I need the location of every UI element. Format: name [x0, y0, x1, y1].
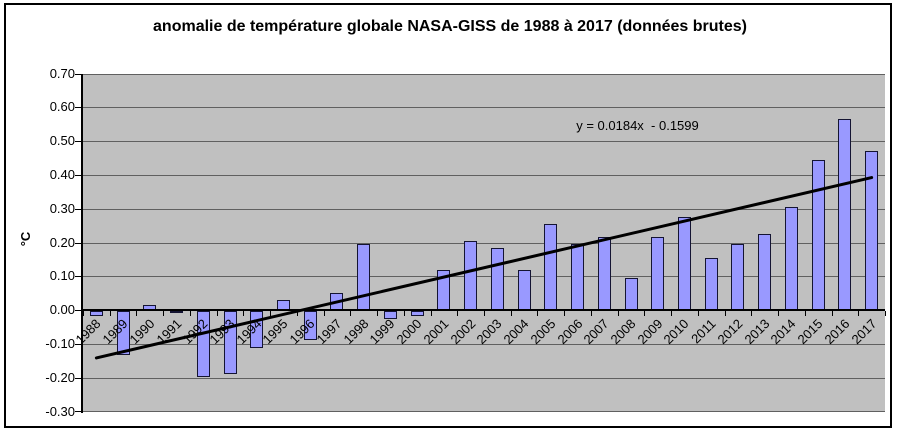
x-axis-tick [350, 311, 351, 316]
y-axis-tick [75, 209, 81, 210]
x-axis-tick [751, 311, 752, 316]
gridline [83, 74, 885, 75]
bar-1992 [197, 311, 210, 377]
y-axis-tick-label: 0.70 [49, 66, 75, 81]
plot-area: 1988 1989 1990 1991 1992 1993 1994 1995 1996 1997… [73, 74, 886, 412]
y-axis-tick-label: 0.30 [49, 201, 75, 216]
y-axis-tick-label: 0.40 [49, 167, 75, 182]
x-axis-tick [671, 311, 672, 316]
x-axis-tick [270, 311, 271, 316]
bar-1989 [117, 311, 130, 355]
x-axis-tick [885, 311, 886, 316]
y-axis-tick [75, 411, 81, 412]
y-axis-tick [75, 243, 81, 244]
x-axis-tick [243, 311, 244, 316]
trendline [94, 176, 874, 360]
x-axis-tick [136, 311, 137, 316]
y-axis-tick [75, 310, 81, 311]
x-axis-tick [377, 311, 378, 316]
x-axis-tick [404, 311, 405, 316]
bar-1996 [304, 311, 317, 340]
trendline-segment [94, 176, 874, 360]
x-axis-tick [297, 311, 298, 316]
y-axis-tick [75, 378, 81, 379]
x-axis-tick [457, 311, 458, 316]
y-axis-tick-label: -0.20 [45, 370, 75, 385]
bar-1988 [90, 311, 103, 316]
bar-1991 [170, 311, 183, 313]
gridline [83, 243, 885, 244]
x-axis-tick [805, 311, 806, 316]
x-axis-tick [83, 311, 84, 316]
y-axis-tick [75, 276, 81, 277]
y-axis-tick-label: -0.10 [45, 336, 75, 351]
x-axis-tick [832, 311, 833, 316]
x-axis-tick [537, 311, 538, 316]
y-axis-tick-label: 0.50 [49, 133, 75, 148]
x-axis-tick [591, 311, 592, 316]
x-axis-tick [431, 311, 432, 316]
gridline [83, 107, 885, 108]
gridline [83, 209, 885, 210]
gridline [83, 344, 885, 345]
gridline [83, 276, 885, 277]
y-axis-tick-label: 0.00 [49, 302, 75, 317]
y-axis-line [81, 74, 83, 413]
y-axis-tick-label: 0.20 [49, 235, 75, 250]
x-axis-tick [484, 311, 485, 316]
chart-title: anomalie de température globale NASA-GIS… [153, 18, 747, 35]
y-axis-tick [75, 344, 81, 345]
trendline-equation: y = 0.0184x - 0.1599 [576, 118, 699, 133]
gridline [83, 378, 885, 379]
x-axis-tick [511, 311, 512, 316]
y-axis-tick-label: -0.30 [45, 404, 75, 419]
gridline [83, 141, 885, 142]
y-axis-tick [75, 175, 81, 176]
x-axis-tick [217, 311, 218, 316]
y-axis-tick-label: 0.10 [49, 268, 75, 283]
gridline [83, 175, 885, 176]
x-axis-tick [324, 311, 325, 316]
x-axis-tick [110, 311, 111, 316]
x-axis-tick [163, 311, 164, 316]
x-axis-tick [564, 311, 565, 316]
x-axis-tick [858, 311, 859, 316]
y-axis-tick [75, 107, 81, 108]
bar-1999 [384, 311, 397, 319]
y-axis-tick [75, 74, 81, 75]
x-axis-tick [698, 311, 699, 316]
x-axis-tick [644, 311, 645, 316]
y-axis-tick-label: 0.60 [49, 99, 75, 114]
y-axis-tick [75, 141, 81, 142]
x-axis-tick [778, 311, 779, 316]
gridline [83, 411, 885, 412]
x-axis-tick [190, 311, 191, 316]
x-axis-tick [618, 311, 619, 316]
x-axis-tick [725, 311, 726, 316]
bar-2000 [411, 311, 424, 316]
x-axis-line [83, 309, 885, 311]
